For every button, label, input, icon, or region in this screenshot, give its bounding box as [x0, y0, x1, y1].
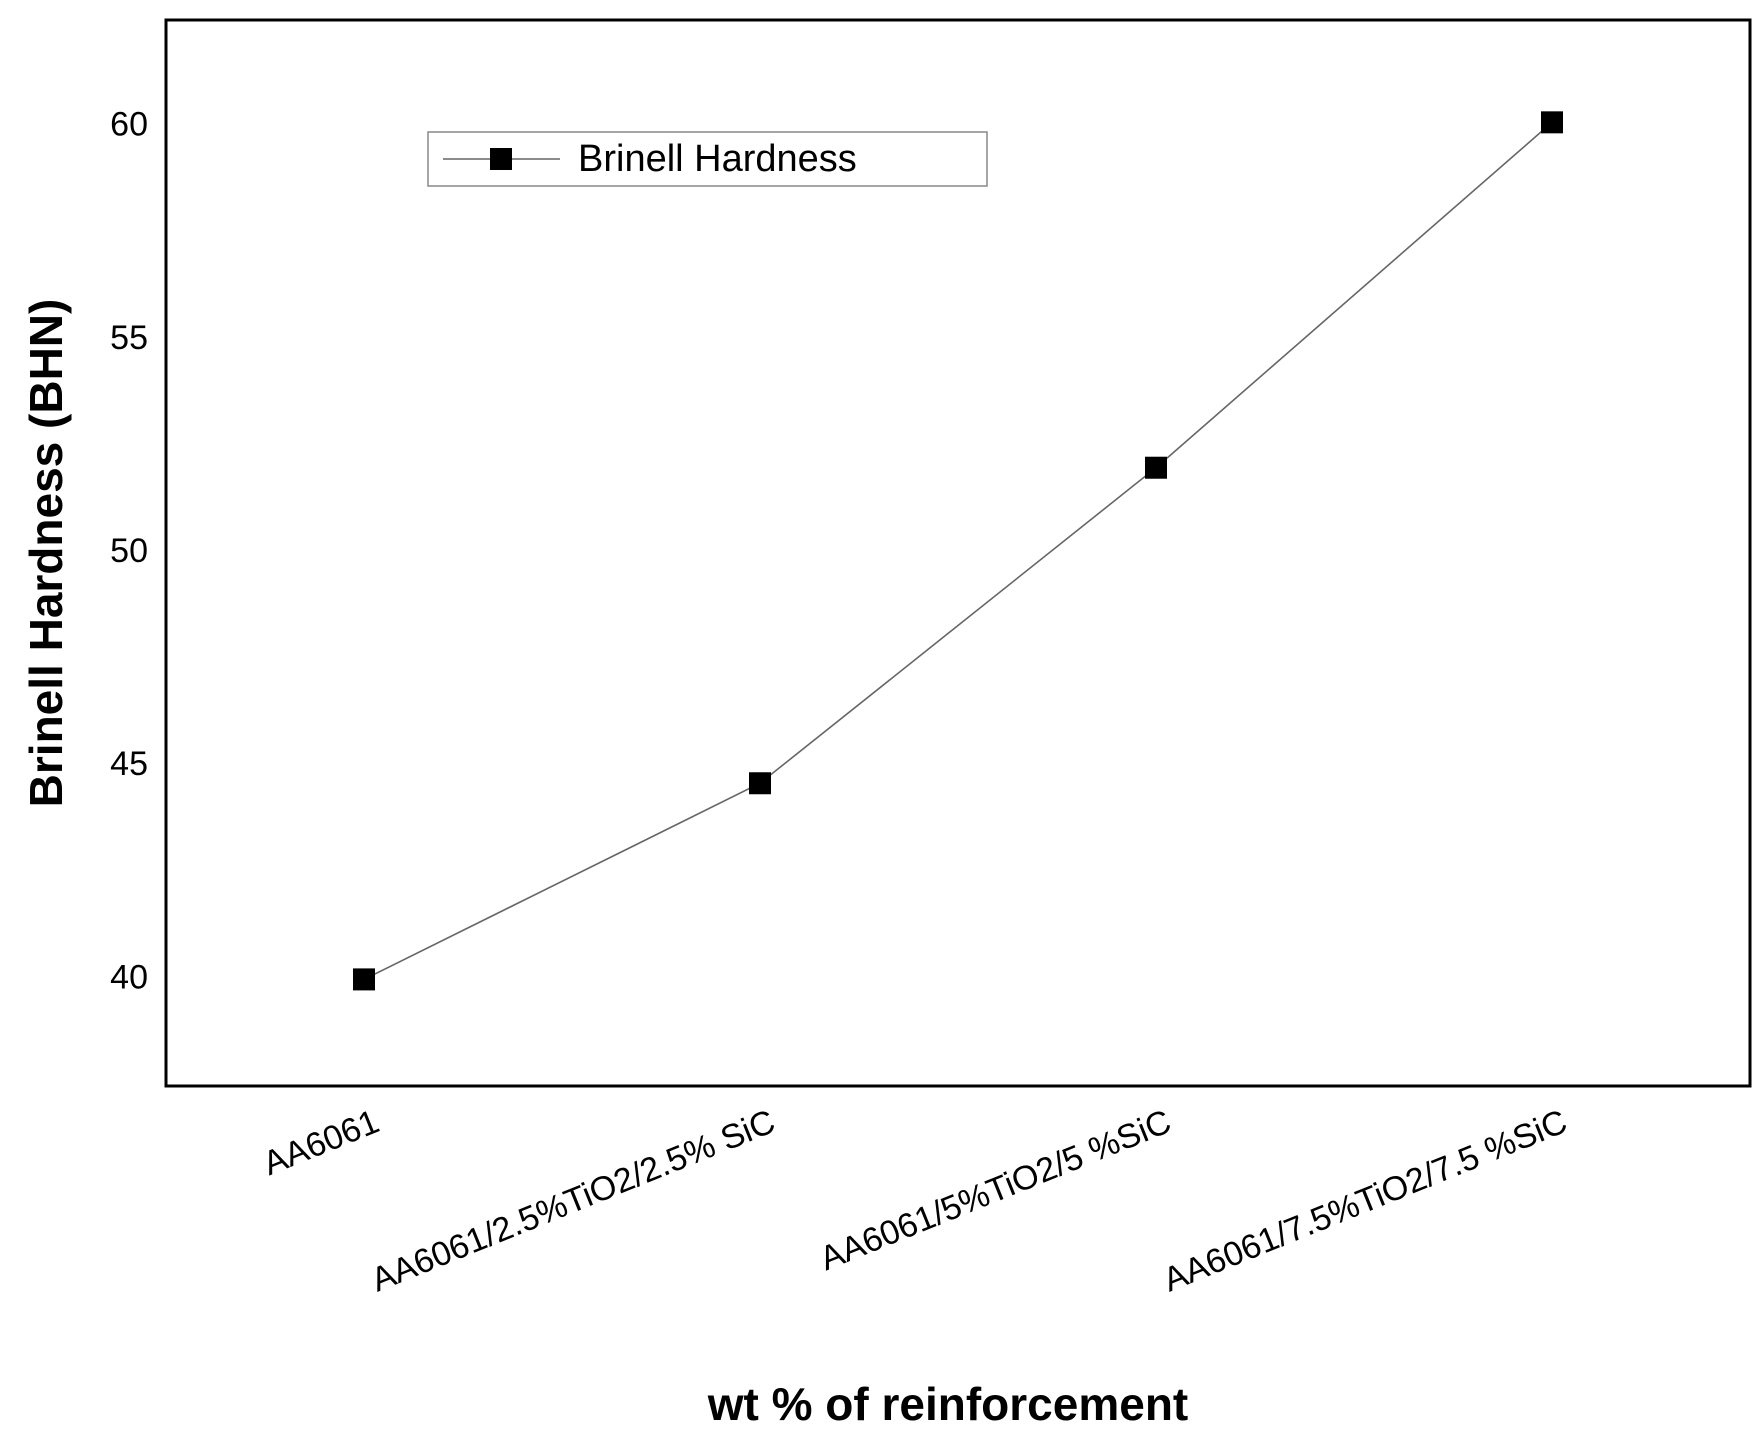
legend-label: Brinell Hardness [578, 138, 857, 180]
y-tick-label: 60 [110, 106, 148, 144]
plot-frame [164, 18, 1752, 1088]
point-marker [749, 772, 771, 795]
x-tick-label: AA6061/5%TiO2/5 %SiC [815, 1103, 1177, 1279]
x-tick-label: AA6061 [258, 1103, 384, 1184]
x-tick-label: AA6061/7.5%TiO2/7.5 %SiC [1158, 1103, 1572, 1300]
x-axis-title: wt % of reinforcement [707, 1378, 1189, 1430]
series-line [363, 121, 1553, 981]
y-tick-label: 55 [110, 319, 148, 357]
y-axis-title: Brinell Hardness (BHN) [20, 299, 72, 808]
y-tick-label: 50 [110, 532, 148, 570]
x-tick-label: AA6061/2.5%TiO2/2.5% SiC [366, 1103, 780, 1300]
point-marker [353, 968, 375, 991]
point-marker [1145, 456, 1167, 479]
point-marker [1541, 111, 1563, 134]
legend-marker [490, 148, 512, 170]
y-tick-label: 40 [110, 958, 148, 996]
y-tick-label: 45 [110, 745, 148, 783]
